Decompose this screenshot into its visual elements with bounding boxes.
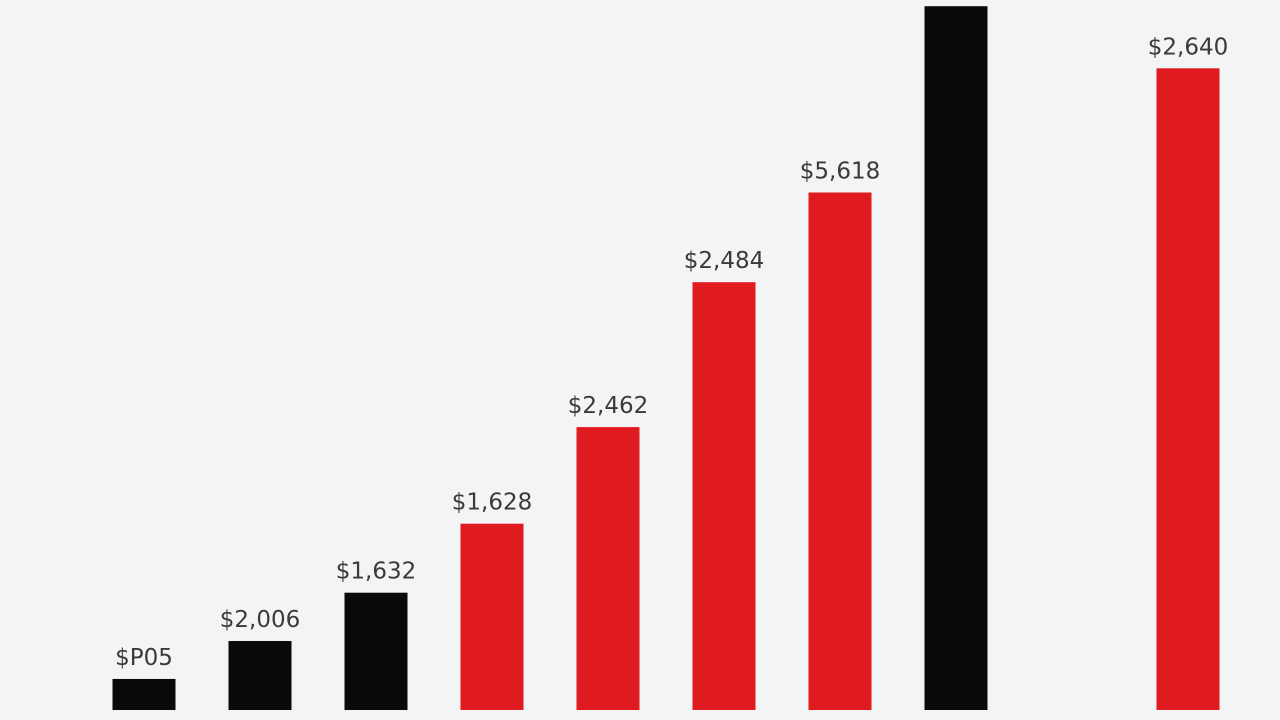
bar-1-value-label: $P05 xyxy=(115,645,173,671)
bar-5-value-label: $2,462 xyxy=(568,393,648,419)
bar-10 xyxy=(1156,68,1220,711)
bar-4 xyxy=(460,523,524,710)
bar-6 xyxy=(692,282,756,710)
bar-8 xyxy=(924,6,988,710)
bar-7 xyxy=(808,192,872,710)
bar-2-value-label: $2,006 xyxy=(220,607,300,633)
bar-10-value-label: $2,640 xyxy=(1148,34,1228,60)
bars-layer xyxy=(112,6,1220,711)
bar-3-value-label: $1,632 xyxy=(336,559,416,585)
bar-5 xyxy=(576,427,640,710)
bar-4-value-label: $1,628 xyxy=(452,490,532,516)
bar-2 xyxy=(228,641,292,710)
bar-6-value-label: $2,484 xyxy=(684,248,764,274)
labels-layer: $P05 $2,006 $1,632 $1,628 $2,462 $2,484 $5,618… xyxy=(115,34,1228,671)
bar-3 xyxy=(344,592,408,710)
bar-1 xyxy=(112,678,176,710)
bar-7-value-label: $5,618 xyxy=(800,159,880,185)
